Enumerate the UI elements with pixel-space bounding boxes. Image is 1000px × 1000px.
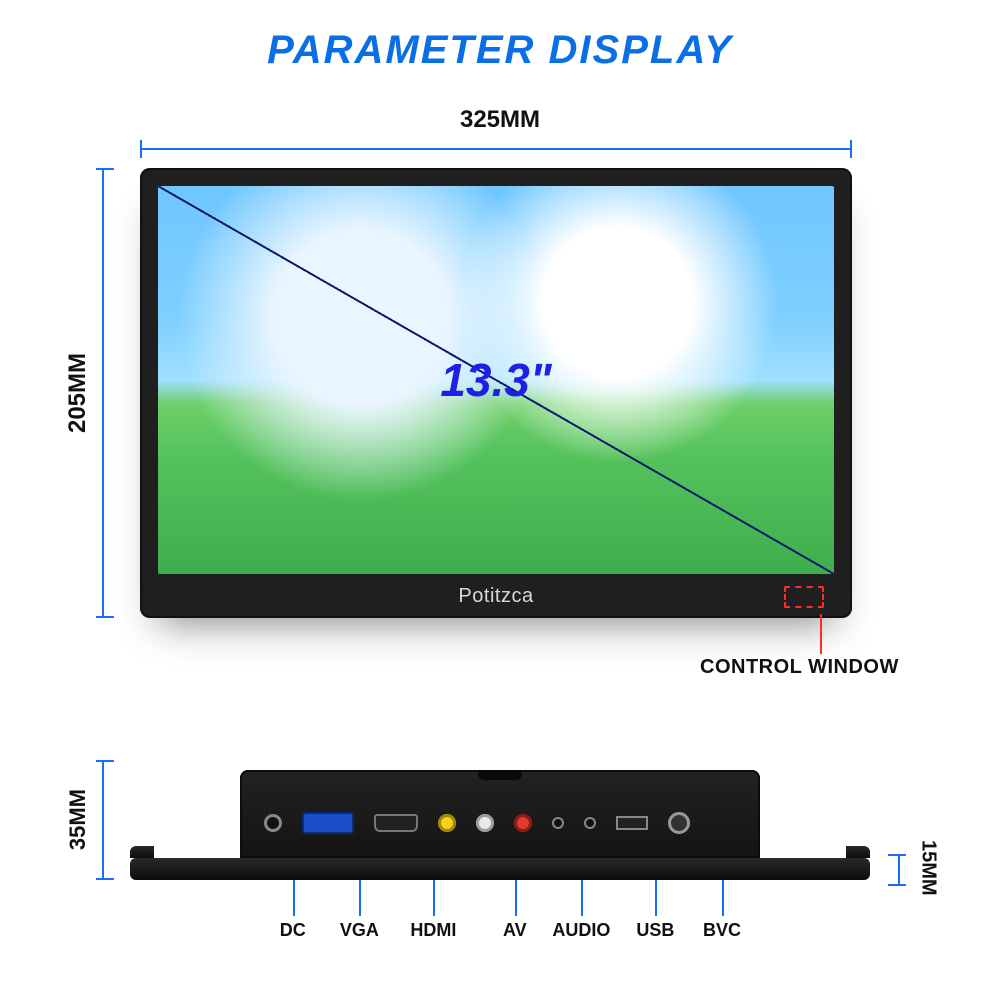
dim-height-bracket — [96, 168, 108, 618]
port-av-y — [438, 814, 456, 832]
monitor-screen: 13.3" — [158, 186, 834, 574]
port-label-hdmi: HDMI — [410, 920, 456, 941]
port-pointer-av — [515, 880, 517, 916]
monitor-brand-label: Potitzca — [140, 585, 852, 608]
monitor-bezel: 13.3" Potitzca — [140, 168, 852, 618]
dim-height-label: 205MM — [66, 168, 90, 618]
port-pointer-audio — [581, 880, 583, 916]
port-pointer-usb — [655, 880, 657, 916]
dim-width-label: 325MM — [0, 106, 1000, 134]
diagonal-size-label: 13.3" — [158, 186, 834, 574]
control-window-marker — [784, 586, 824, 608]
parameter-display-page: { "title": { "text": "PARAMETER DISPLAY"… — [0, 0, 1000, 1000]
monitor-figure: 13.3" Potitzca — [140, 168, 852, 618]
port-label-dc: DC — [280, 920, 306, 941]
device-rear-figure — [130, 760, 870, 880]
dim-thickness-right-bracket — [892, 854, 904, 886]
port-av-r — [514, 814, 532, 832]
port-pointer-dc — [293, 880, 295, 916]
dim-thickness-left-bracket — [96, 760, 108, 880]
port-panel — [240, 770, 760, 858]
page-title: PARAMETER DISPLAY — [0, 28, 1000, 73]
port-pointer-vga — [359, 880, 361, 916]
port-hdmi — [374, 814, 418, 832]
port-label-audio: AUDIO — [552, 920, 610, 941]
port-aux-2 — [584, 817, 596, 829]
port-usb — [616, 816, 648, 830]
port-label-vga: VGA — [340, 920, 379, 941]
port-label-usb: USB — [636, 920, 674, 941]
dim-thickness-left-label: 35MM — [66, 760, 90, 880]
control-window-label: CONTROL WINDOW — [700, 656, 899, 679]
port-aux-1 — [552, 817, 564, 829]
port-bnc — [668, 812, 690, 834]
port-pointer-hdmi — [433, 880, 435, 916]
dim-width-bracket — [140, 140, 852, 152]
port-vga — [302, 812, 354, 834]
port-label-bvc: BVC — [703, 920, 741, 941]
port-pointers: DC VGA HDMI AV AUDIO USB BVC — [130, 880, 870, 960]
control-window-pointer — [820, 614, 822, 654]
port-label-av: AV — [503, 920, 527, 941]
dim-thickness-right-label: 15MM — [916, 840, 940, 896]
port-av-w — [476, 814, 494, 832]
port-row — [264, 802, 736, 844]
port-dc — [264, 814, 282, 832]
port-pointer-bvc — [722, 880, 724, 916]
